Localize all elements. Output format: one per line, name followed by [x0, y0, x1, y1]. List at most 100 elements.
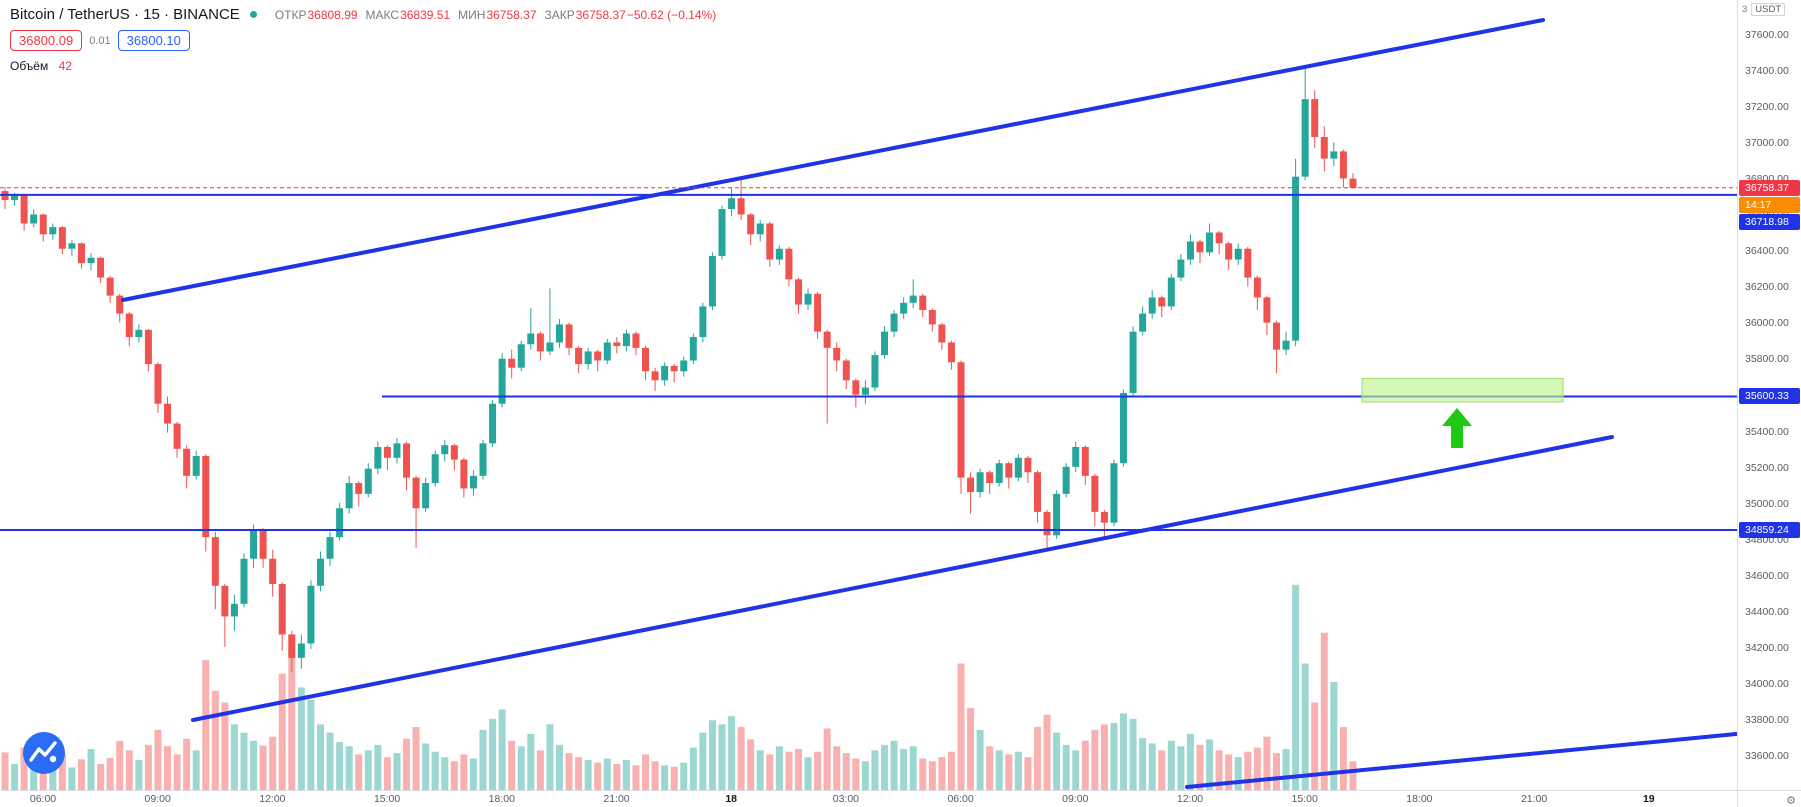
- candle: [871, 355, 879, 388]
- volume-bar: [1196, 744, 1204, 790]
- volume-value: 42: [58, 59, 72, 73]
- candle: [632, 333, 640, 348]
- volume-bar: [1120, 713, 1128, 790]
- current-price-badge[interactable]: 36758.37: [1739, 179, 1800, 196]
- volume-bar: [737, 727, 745, 790]
- volume-bar: [1005, 754, 1013, 790]
- volume-bar: [785, 751, 793, 790]
- symbol-title[interactable]: Bitcoin / TetherUS · 15 · BINANCE: [10, 6, 240, 23]
- candle: [211, 537, 219, 586]
- candle: [804, 293, 812, 305]
- up-arrow[interactable]: [1442, 408, 1472, 448]
- volume-bar: [479, 729, 487, 790]
- change-value: −50.62 (−0.14%): [626, 7, 717, 22]
- price-axis-label: 34600.00: [1745, 569, 1789, 582]
- volume-bar: [881, 744, 889, 790]
- candle: [269, 558, 277, 584]
- candle: [1272, 322, 1280, 350]
- candle: [154, 364, 162, 404]
- price-line-badge[interactable]: 35600.33: [1739, 388, 1800, 405]
- volume-bar: [871, 750, 879, 790]
- buy-button[interactable]: 36800.10: [117, 30, 190, 51]
- candle: [297, 643, 305, 658]
- volume-bar: [431, 751, 439, 790]
- candle: [164, 403, 172, 424]
- candle: [106, 277, 114, 296]
- volume-bar: [489, 718, 497, 790]
- price-axis[interactable]: 3 USDT 37600.00 37400.00 37200.00 37000.00 3…: [1737, 0, 1801, 790]
- candle: [97, 257, 105, 278]
- candle: [39, 214, 47, 235]
- volume-bar: [546, 724, 554, 790]
- volume-bar: [575, 757, 583, 790]
- volume-bar: [794, 748, 802, 790]
- candle: [403, 443, 411, 478]
- settings-gear-icon[interactable]: ⚙: [1786, 795, 1796, 807]
- candle: [756, 223, 764, 235]
- volume-bar: [728, 716, 736, 790]
- volume-bar: [919, 758, 927, 790]
- volume-bar: [106, 757, 114, 790]
- candle: [976, 472, 984, 493]
- trend-line[interactable]: [191, 435, 1614, 722]
- volume-bar: [1330, 681, 1338, 790]
- volume-bar: [861, 761, 869, 790]
- candle: [374, 446, 382, 469]
- sell-button[interactable]: 36800.09: [10, 30, 83, 51]
- volume-bar: [1139, 738, 1147, 790]
- volume-bar: [584, 759, 592, 790]
- volume-bar: [240, 732, 248, 790]
- candle: [651, 371, 659, 381]
- price-chart[interactable]: [0, 0, 1737, 790]
- volume-bar: [699, 732, 707, 790]
- time-axis-label: 12:00: [1176, 793, 1204, 805]
- candle: [508, 358, 516, 368]
- countdown-badge[interactable]: 14:17: [1739, 196, 1800, 213]
- scale-count-label: 3: [1742, 4, 1748, 15]
- tradingview-logo[interactable]: [22, 731, 66, 780]
- price-axis-label: 37600.00: [1745, 29, 1789, 42]
- candle: [718, 209, 726, 256]
- candle: [259, 529, 267, 559]
- time-axis-label: 18:00: [1406, 793, 1433, 805]
- volume-study-legend[interactable]: Объём 42: [10, 59, 716, 73]
- low-label: МИН: [458, 7, 486, 22]
- low-value: 36758.37: [486, 7, 537, 22]
- candle: [957, 362, 965, 478]
- price-line-badge[interactable]: 34859.24: [1739, 522, 1800, 539]
- candle: [278, 583, 286, 635]
- price-axis-label: 35000.00: [1745, 497, 1789, 510]
- volume-bar: [211, 690, 219, 790]
- volume-bar: [355, 754, 363, 790]
- trend-line[interactable]: [121, 18, 1545, 302]
- volume-bar: [976, 729, 984, 790]
- candle: [412, 477, 420, 509]
- candle: [441, 445, 449, 455]
- high-label: МАКС: [365, 7, 400, 22]
- candle: [546, 342, 554, 352]
- time-axis[interactable]: 06:00 09:00 12:00 15:00 18:00 21:00 18 03:00 06:…: [0, 790, 1737, 807]
- candle: [995, 463, 1003, 484]
- candle: [192, 456, 200, 476]
- candle: [575, 347, 583, 365]
- time-axis-label: 18:00: [488, 793, 515, 805]
- volume-bar: [135, 759, 143, 790]
- currency-toggle-button[interactable]: USDT: [1751, 3, 1786, 16]
- volume-bar: [1053, 732, 1061, 790]
- candle: [967, 477, 975, 493]
- candle: [842, 360, 850, 381]
- trend-line[interactable]: [1185, 732, 1737, 789]
- volume-bar: [1014, 751, 1022, 790]
- volume-bar: [995, 750, 1003, 790]
- highlight-zone[interactable]: [1361, 378, 1564, 403]
- candle: [1320, 136, 1328, 159]
- candle: [498, 358, 506, 404]
- volume-bar: [775, 746, 783, 790]
- candle: [1292, 176, 1300, 341]
- volume-bar: [1206, 739, 1214, 790]
- candle: [183, 448, 191, 476]
- volume-bar: [852, 758, 860, 790]
- volume-bar: [77, 759, 85, 790]
- price-line-badge[interactable]: 36718.98: [1739, 213, 1800, 230]
